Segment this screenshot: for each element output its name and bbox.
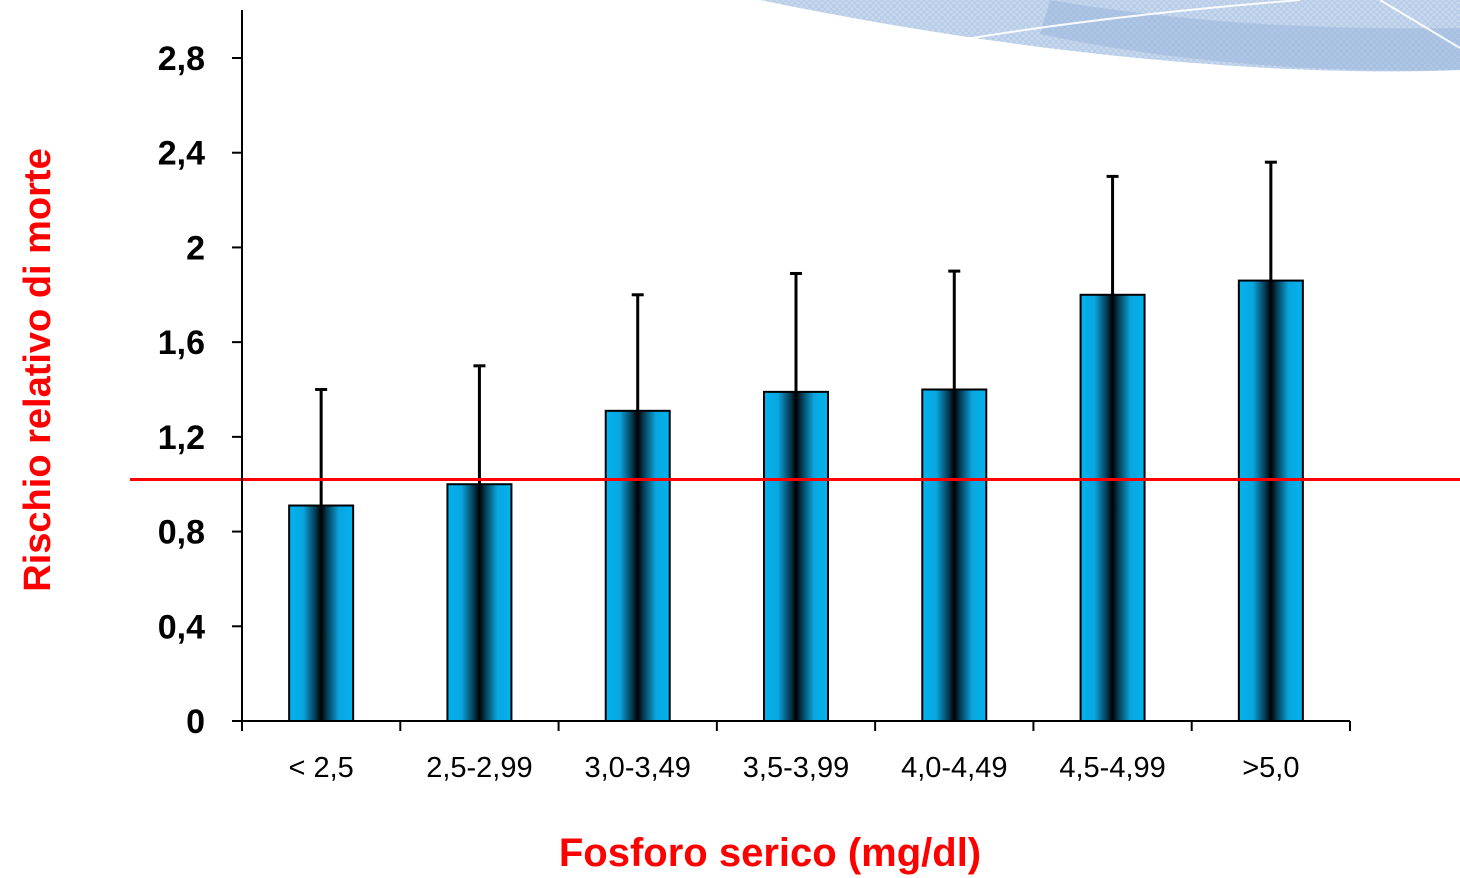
y-tick-label: 2,8 <box>158 40 205 78</box>
y-tick-label: 2,4 <box>158 135 205 173</box>
x-tick-label: < 2,5 <box>288 752 353 784</box>
y-tick-label: 2 <box>186 229 205 267</box>
bar <box>1079 293 1146 722</box>
x-axis-title: Fosforo serico (mg/dl) <box>559 831 981 875</box>
bar <box>1237 279 1304 722</box>
y-tick-label: 0,8 <box>158 514 205 552</box>
error-bar <box>1264 160 1277 281</box>
x-tick-label: 3,5-3,99 <box>743 752 849 784</box>
bar <box>763 390 829 722</box>
error-bar <box>473 364 486 485</box>
y-tick-labels: 0 0,4 0,8 1,2 1,6 2 2,4 2,8 <box>158 40 205 741</box>
axes <box>232 10 1351 731</box>
x-tick-label: 2,5-2,99 <box>426 752 532 784</box>
error-bar <box>948 269 961 390</box>
bar <box>288 504 355 722</box>
bar <box>446 483 513 723</box>
x-tick-label: 3,0-3,49 <box>585 752 691 784</box>
decoration-swoosh <box>760 0 1460 72</box>
bar <box>921 388 988 722</box>
bars-layer <box>288 279 1304 723</box>
error-bar <box>1106 174 1119 295</box>
y-tick-label: 0,4 <box>158 608 205 646</box>
error-bar <box>631 293 644 411</box>
y-tick-label: 1,2 <box>158 419 205 457</box>
bar <box>604 409 671 722</box>
y-axis-title: Rischio relativo di morte <box>17 148 59 591</box>
error-bar <box>790 271 802 392</box>
y-tick-label: 0 <box>186 703 205 741</box>
y-tick-label: 1,6 <box>158 324 205 362</box>
x-tick-label: >5,0 <box>1242 752 1299 784</box>
x-tick-label: 4,5-4,99 <box>1059 752 1165 784</box>
x-tick-labels: < 2,5 2,5-2,99 3,0-3,49 3,5-3,99 4,0-4,49 4,5… <box>288 752 1299 784</box>
error-bar <box>315 388 328 506</box>
error-bars-layer <box>315 160 1277 506</box>
x-tick-label: 4,0-4,49 <box>901 752 1007 784</box>
